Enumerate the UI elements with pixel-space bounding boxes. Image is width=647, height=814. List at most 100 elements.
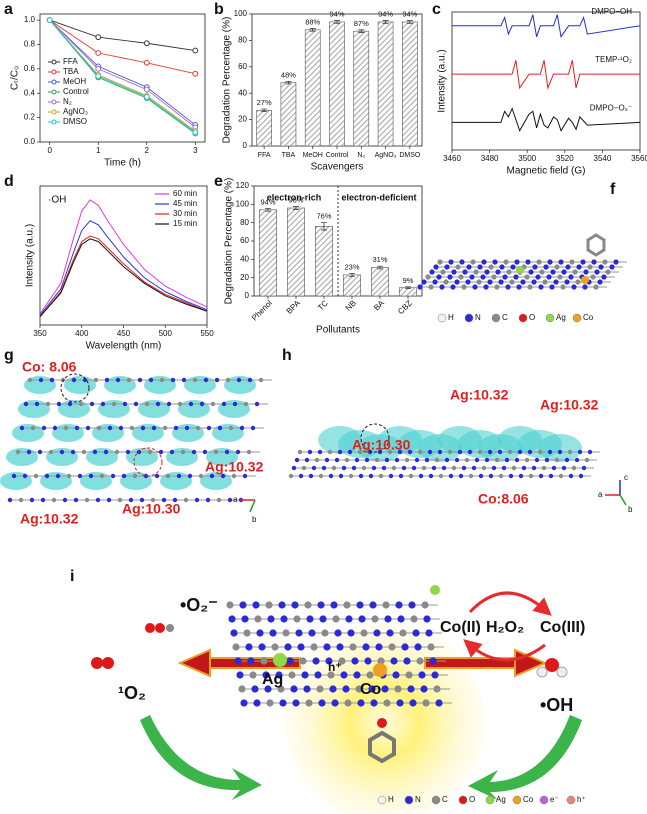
atom bbox=[226, 601, 234, 609]
legend-label: TBA bbox=[63, 67, 79, 76]
y-tick-label: 120 bbox=[236, 181, 250, 190]
value-label: 23% bbox=[344, 263, 359, 272]
diagram-label: •O₂⁻ bbox=[180, 595, 218, 615]
atom bbox=[424, 457, 430, 463]
green-arrow bbox=[468, 715, 582, 800]
atom bbox=[33, 473, 39, 479]
value-label: 94% bbox=[329, 10, 344, 19]
legend-marker bbox=[377, 795, 387, 805]
atom bbox=[147, 449, 153, 455]
atom bbox=[375, 643, 383, 651]
series-line bbox=[39, 238, 208, 317]
legend-label: N bbox=[475, 313, 481, 322]
x-tick-label: 500 bbox=[159, 329, 173, 338]
atom bbox=[247, 657, 255, 665]
atom bbox=[295, 629, 303, 637]
atom bbox=[587, 449, 593, 455]
atom bbox=[232, 643, 240, 651]
atom bbox=[503, 259, 509, 265]
atom bbox=[369, 601, 377, 609]
atom bbox=[423, 615, 431, 623]
atom bbox=[487, 449, 493, 455]
atom bbox=[514, 259, 520, 265]
charge-density bbox=[18, 400, 50, 418]
diagram-label: •OH bbox=[540, 695, 573, 715]
atom bbox=[314, 457, 320, 463]
atom bbox=[327, 449, 333, 455]
atom bbox=[568, 274, 574, 280]
atom bbox=[89, 401, 95, 407]
atom bbox=[291, 465, 297, 471]
atom bbox=[388, 643, 396, 651]
atom bbox=[70, 449, 76, 455]
atom bbox=[541, 465, 547, 471]
atom bbox=[351, 657, 359, 665]
atom bbox=[121, 473, 127, 479]
atom bbox=[279, 699, 287, 707]
atom bbox=[549, 284, 555, 290]
site-label: Co: 8.06 bbox=[22, 359, 77, 375]
atom bbox=[381, 685, 389, 693]
point bbox=[192, 70, 199, 77]
atom bbox=[34, 401, 40, 407]
atom bbox=[518, 473, 524, 479]
atom bbox=[547, 259, 553, 265]
panel-label: b bbox=[214, 1, 224, 18]
atom bbox=[397, 615, 405, 623]
atom bbox=[516, 266, 524, 274]
atom bbox=[580, 259, 586, 265]
atom bbox=[422, 699, 430, 707]
legend-label: N₂ bbox=[63, 97, 72, 106]
atom bbox=[480, 274, 486, 280]
atom bbox=[337, 449, 343, 455]
x-tick-label: NB bbox=[344, 299, 358, 313]
atom bbox=[532, 264, 538, 270]
highlight bbox=[60, 373, 90, 403]
atom bbox=[319, 615, 327, 623]
atom bbox=[524, 274, 530, 280]
atom bbox=[264, 685, 272, 693]
atom bbox=[421, 601, 429, 609]
atom bbox=[282, 629, 290, 637]
atom bbox=[509, 279, 515, 285]
atom bbox=[139, 497, 145, 503]
point bbox=[95, 50, 102, 56]
charge-density bbox=[160, 472, 192, 490]
atom bbox=[416, 657, 424, 665]
diagram-label: ¹O₂ bbox=[118, 683, 146, 703]
x-tick-label: AgNO₃ bbox=[375, 152, 397, 159]
atom bbox=[448, 473, 454, 479]
atom bbox=[140, 425, 146, 431]
panel-label: d bbox=[4, 173, 14, 190]
atom bbox=[539, 269, 545, 275]
panel-label: h bbox=[282, 347, 292, 364]
value-label: 87% bbox=[354, 19, 369, 28]
atom bbox=[567, 449, 573, 455]
atom bbox=[468, 473, 474, 479]
atom bbox=[481, 465, 487, 471]
bar bbox=[280, 82, 297, 147]
atom bbox=[597, 279, 603, 285]
atom bbox=[265, 601, 273, 609]
atom bbox=[329, 685, 337, 693]
atom bbox=[74, 425, 80, 431]
atom bbox=[435, 699, 443, 707]
atom bbox=[467, 449, 473, 455]
atom bbox=[613, 259, 619, 265]
atom bbox=[427, 643, 435, 651]
atom bbox=[478, 473, 484, 479]
atom bbox=[241, 615, 249, 623]
atom bbox=[454, 457, 460, 463]
atom bbox=[235, 449, 241, 455]
atom bbox=[581, 465, 587, 471]
point bbox=[192, 129, 199, 136]
o2-molecule bbox=[145, 623, 174, 633]
series-line bbox=[39, 199, 208, 315]
x-tick-label: DMSO bbox=[399, 152, 421, 159]
series-line bbox=[49, 19, 196, 52]
atom bbox=[327, 671, 335, 679]
atom bbox=[129, 425, 135, 431]
atom bbox=[18, 497, 24, 503]
atom bbox=[107, 425, 113, 431]
legend-marker bbox=[491, 313, 501, 323]
